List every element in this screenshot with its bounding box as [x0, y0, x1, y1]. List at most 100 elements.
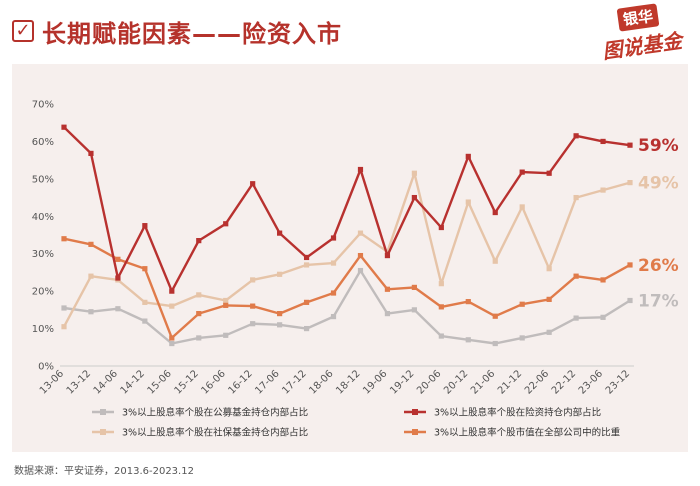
x-tick-label: 22-12 [550, 368, 578, 396]
data-point-social [411, 170, 417, 176]
data-point-public [465, 337, 471, 343]
data-point-public [277, 322, 283, 328]
data-point-social [492, 258, 498, 264]
data-point-insurance [142, 223, 148, 229]
logo-line2: 图说基金 [600, 28, 684, 64]
data-point-market [115, 256, 121, 262]
data-point-social [303, 262, 310, 268]
data-point-market [277, 311, 283, 317]
data-point-social [357, 230, 364, 236]
x-tick-label: 16-06 [200, 368, 228, 396]
x-tick-label: 21-12 [496, 368, 524, 396]
brand-logo: 银华 图说基金 [600, 3, 692, 63]
data-point-social [223, 297, 229, 304]
data-point-social [627, 180, 633, 186]
data-point-insurance [438, 224, 444, 231]
end-label-social: 49% [638, 174, 679, 194]
data-point-market [223, 302, 229, 308]
data-point-market [546, 296, 552, 302]
legend-label-social: 3%以上股息率个股在社保基金持仓内部占比 [122, 427, 308, 439]
checkbox-check-icon: ✓ [12, 20, 34, 42]
series-line-public [63, 269, 631, 345]
data-point-market [196, 311, 202, 317]
data-point-social [465, 199, 471, 205]
data-point-public [223, 332, 229, 338]
data-point-public [88, 309, 94, 315]
data-point-public [519, 335, 525, 341]
x-tick-label: 13-12 [65, 368, 93, 396]
data-point-market [384, 286, 391, 292]
x-tick-label: 20-06 [415, 368, 443, 396]
data-point-public [573, 315, 579, 321]
source-note: 数据来源：平安证券，2013.6-2023.12 [14, 466, 194, 477]
data-point-insurance [277, 230, 283, 236]
legend-swatch-marker-public [100, 409, 106, 415]
line-chart: 0% 10% 20% 30% 40% 50% 60% 70% 13-0613-1214-0614… [32, 100, 679, 439]
data-point-public [438, 333, 444, 339]
data-point-social [196, 292, 202, 298]
data-point-social [330, 260, 337, 266]
series-line-social [62, 171, 631, 328]
data-point-market [600, 277, 606, 283]
data-point-public [250, 321, 256, 327]
data-point-market [250, 303, 256, 309]
data-point-insurance [303, 254, 310, 261]
legend-swatch-marker-insurance [412, 409, 418, 415]
x-tick-label: 22-06 [523, 368, 551, 396]
data-point-insurance [546, 170, 552, 176]
x-tick-label: 17-12 [280, 368, 308, 396]
data-point-social [88, 273, 94, 279]
end-label-public: 17% [638, 292, 679, 312]
data-point-social [438, 281, 444, 287]
data-point-insurance [465, 153, 471, 159]
y-tick-label: 0% [38, 362, 54, 373]
x-tick-label: 21-06 [469, 368, 497, 396]
legend-label-public: 3%以上股息率个股在公募基金持仓内部占比 [122, 407, 308, 419]
y-tick-label: 10% [32, 324, 54, 335]
x-tick-label: 15-12 [173, 368, 201, 396]
legend-swatch-marker-social [100, 429, 106, 435]
chart-panel: 0% 10% 20% 30% 40% 50% 60% 70% 13-06 13-12 14-06 14… [12, 64, 688, 452]
data-point-social [61, 324, 67, 330]
data-point-insurance [519, 169, 525, 175]
data-point-public [169, 340, 175, 347]
data-point-public [600, 314, 606, 320]
data-point-market [519, 301, 525, 307]
legend-label-insurance: 3%以上股息率个股在险资持仓内部占比 [434, 407, 601, 419]
data-point-public [411, 307, 417, 313]
data-point-market [627, 262, 633, 268]
legend-label-market: 3%以上股息率个股市值在全部公司中的比重 [434, 427, 621, 439]
x-tick-label: 14-06 [92, 368, 120, 396]
x-tick-label: 23-12 [604, 368, 632, 396]
data-point-insurance [357, 166, 364, 173]
y-tick-label: 20% [32, 287, 54, 298]
data-point-insurance [115, 275, 121, 281]
data-point-insurance [330, 235, 337, 241]
y-tick-label: 40% [32, 212, 54, 223]
data-point-insurance [492, 209, 498, 216]
data-point-public [61, 305, 67, 311]
data-point-market [88, 241, 94, 247]
data-point-public [546, 329, 552, 335]
data-point-social [277, 271, 283, 277]
data-point-insurance [169, 288, 175, 294]
x-tick-label: 19-06 [361, 368, 389, 396]
data-point-insurance [196, 238, 202, 244]
legend-swatch-marker-market [412, 429, 418, 435]
x-tick-label: 14-12 [119, 368, 147, 396]
x-tick-label: 20-12 [442, 368, 470, 396]
y-tick-label: 30% [32, 249, 54, 260]
data-point-social [573, 194, 579, 201]
data-point-insurance [600, 138, 606, 145]
data-point-insurance [61, 124, 67, 130]
x-tick-label: 16-12 [226, 368, 254, 396]
data-point-social [519, 204, 525, 210]
x-tick-label: 13-06 [38, 368, 66, 396]
data-point-market [303, 299, 310, 305]
end-label-market: 26% [638, 256, 679, 276]
end-label-insurance: 59% [638, 136, 679, 156]
data-point-social [600, 187, 606, 193]
x-tick-label: 15-06 [146, 368, 174, 396]
data-point-insurance [384, 252, 391, 259]
data-point-public [357, 267, 364, 274]
